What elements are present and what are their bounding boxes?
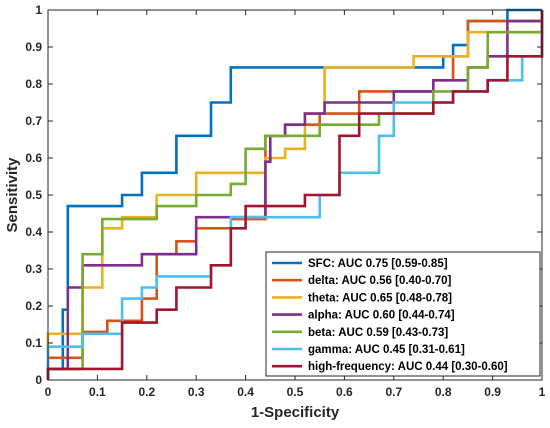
x-axis-title: 1-Specificity [251,404,340,421]
y-axis-title: Sensitivity [4,157,21,233]
y-tick-label: 1 [35,3,42,17]
y-tick-label: 0.3 [25,262,42,276]
legend-box [265,251,541,377]
axis-ticks: 0 0.1 0.2 0.3 0.4 0.5 0.6 0.7 0.8 0.9 1 0 0.1 0.2 0.3 0… [25,3,545,399]
legend-label: gamma: AUC 0.45 [0.31-0.61] [308,344,465,356]
legend-label: high-frequency: AUC 0.44 [0.30-0.60] [308,361,508,373]
x-tick-label: 1 [539,385,546,399]
x-tick-label: 0.4 [237,385,254,399]
y-tick-label: 0.5 [25,188,42,202]
legend-label: delta: AUC 0.56 [0.40-0.70] [308,275,452,287]
y-tick-label: 0.8 [25,77,42,91]
y-tick-label: 0.7 [25,114,42,128]
y-tick-label: 0.4 [25,225,42,239]
x-tick-label: 0.8 [435,385,452,399]
legend-label: theta: AUC 0.65 [0.48-0.78] [308,292,452,304]
y-tick-label: 0.1 [25,336,42,350]
legend-label: beta: AUC 0.59 [0.43-0.73] [308,327,448,339]
roc-curve-6 [46,10,544,380]
x-tick-label: 0.9 [484,385,501,399]
x-tick-label: 0.5 [287,385,304,399]
y-tick-label: 0.6 [25,151,42,165]
x-tick-label: 0.6 [336,385,353,399]
roc-curves [46,8,544,380]
x-tick-label: 0.1 [89,385,106,399]
x-tick-label: 0.2 [138,385,155,399]
y-tick-label: 0.9 [25,40,42,54]
legend-label: alpha: AUC 0.60 [0.44-0.74] [308,310,455,322]
y-tick-label: 0 [35,373,42,387]
x-tick-label: 0.3 [188,385,205,399]
legend-label: SFC: AUC 0.75 [0.59-0.85] [308,258,448,270]
x-tick-label: 0.7 [385,385,402,399]
y-tick-label: 0.2 [25,299,42,313]
x-tick-label: 0 [45,385,52,399]
roc-curve-4 [46,10,544,380]
legend: SFC: AUC 0.75 [0.59-0.85] delta: AUC 0.56… [265,251,541,377]
